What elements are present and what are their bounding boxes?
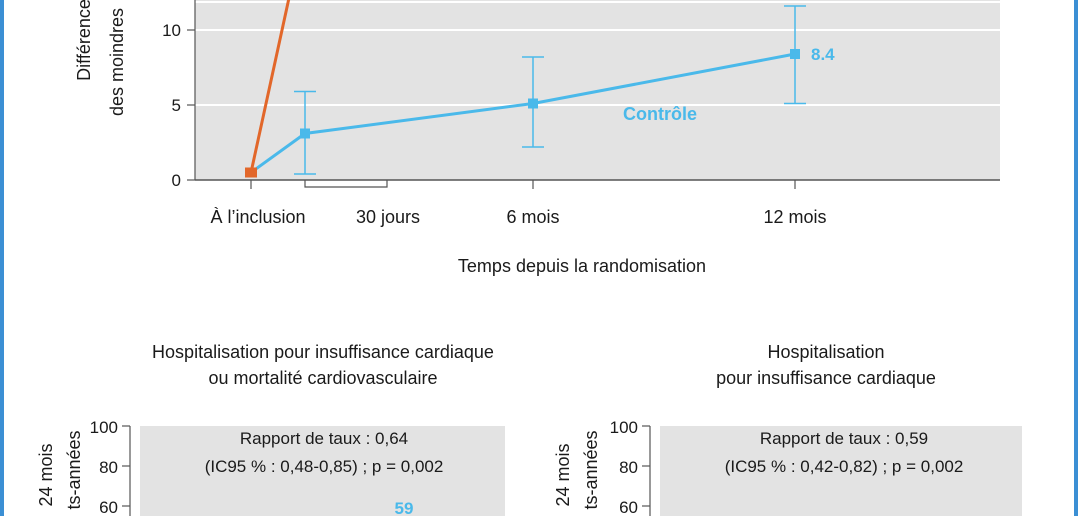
line-x-tick-label: 12 mois <box>763 207 826 227</box>
line-x-tick-label: À l’inclusion <box>210 207 305 227</box>
line-x-tick-label: 30 jours <box>356 207 420 227</box>
bar-y-tick-label: 80 <box>99 458 118 477</box>
series-label-controle: Contrôle <box>623 104 697 124</box>
rate-ratio-annotation: Rapport de taux : 0,59 <box>760 429 928 448</box>
line-y-axis-title: Différence <box>74 0 94 81</box>
data-point-treatment <box>245 167 257 178</box>
x-bracket-30-jours <box>304 180 388 188</box>
line-y-tick-label: 0 <box>172 171 181 190</box>
bar-y-tick-label: 60 <box>99 498 118 516</box>
panel-title-line: Hospitalisation <box>767 342 884 362</box>
panel-title-line: ou mortalité cardiovasculaire <box>208 368 437 388</box>
frame-left-border <box>0 0 4 516</box>
rate-ratio-annotation: (IC95 % : 0,42-0,82) ; p = 0,002 <box>725 457 964 476</box>
series-line-treatment <box>249 0 291 173</box>
rate-ratio-annotation: (IC95 % : 0,48-0,85) ; p = 0,002 <box>205 457 444 476</box>
bar-value-label: 59 <box>395 499 414 516</box>
bar-y-tick-label: 100 <box>610 418 638 437</box>
panel-title-line: pour insuffisance cardiaque <box>716 368 936 388</box>
bar-y-tick-label: 60 <box>619 498 638 516</box>
line-x-tick-label: 6 mois <box>506 207 559 227</box>
bar-y-axis-title: ts-années <box>581 430 601 509</box>
data-point-controle <box>300 128 310 139</box>
bar-y-axis-title: 24 mois <box>553 443 573 506</box>
rate-ratio-annotation: Rapport de taux : 0,64 <box>240 429 408 448</box>
bar-plot-area <box>140 426 505 521</box>
data-point-controle <box>528 98 538 109</box>
line-y-tick-label: 5 <box>172 96 181 115</box>
bar-plot-area <box>660 426 1022 521</box>
data-point-controle <box>790 49 800 59</box>
line-y-tick-label: 10 <box>162 21 181 40</box>
series-line-controle <box>250 52 796 174</box>
bar-y-tick-label: 100 <box>90 418 118 437</box>
line-y-axis-title: des moindres <box>107 8 127 116</box>
panel-title-line: Hospitalisation pour insuffisance cardia… <box>152 342 494 362</box>
bar-y-axis-title: 24 mois <box>36 443 56 506</box>
line-x-axis-title: Temps depuis la randomisation <box>458 256 706 276</box>
frame-right-border <box>1074 0 1078 516</box>
series-end-label: 8.4 <box>811 45 835 64</box>
bar-y-tick-label: 80 <box>619 458 638 477</box>
bar-y-axis-title: ts-années <box>64 430 84 509</box>
